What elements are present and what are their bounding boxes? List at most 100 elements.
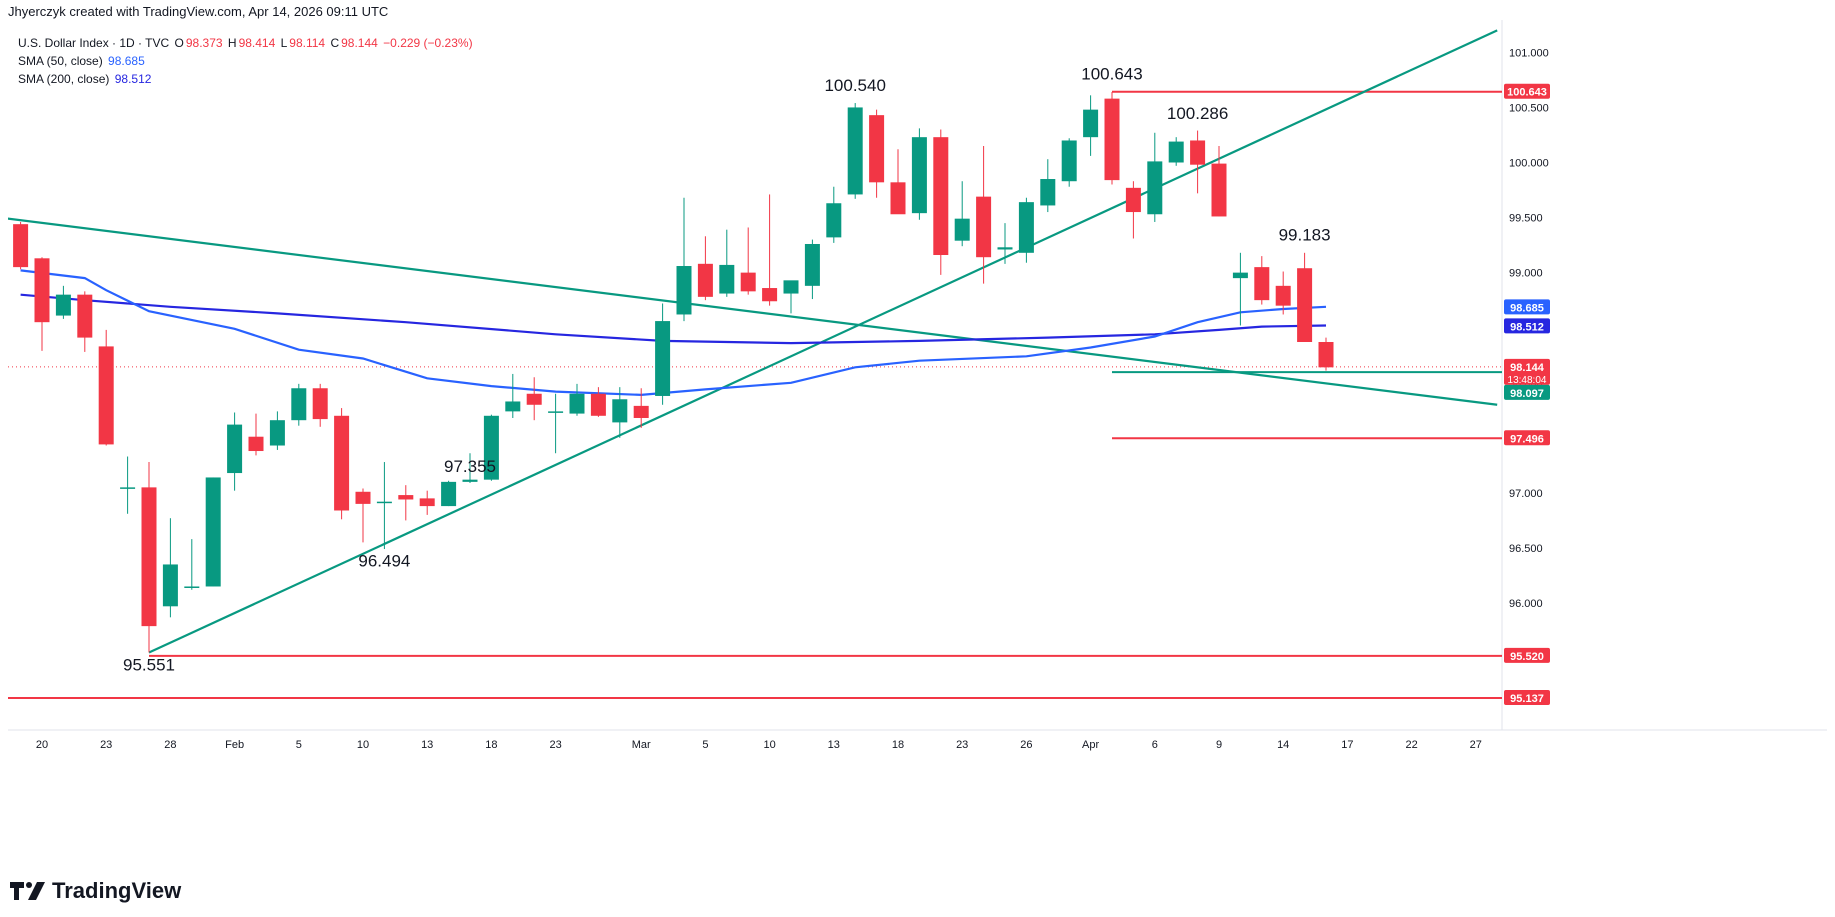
candle: [55, 285, 71, 319]
candle-body: [248, 436, 264, 452]
countdown-label-text: 13:48:04: [1508, 375, 1547, 386]
sma200-label: SMA (200, close): [18, 72, 110, 86]
candle: [98, 329, 114, 446]
tradingview-brand[interactable]: TradingView: [10, 878, 181, 904]
candle-body: [98, 346, 114, 445]
candle: [505, 373, 521, 418]
candle: [869, 109, 885, 198]
symbol-ohlc-row[interactable]: U.S. Dollar Index · 1D · TVC O 98.373 H 98…: [18, 34, 475, 52]
candle: [1147, 132, 1163, 222]
price-annotation: 100.643: [1081, 65, 1142, 84]
candle: [911, 128, 927, 220]
candle-body: [590, 393, 606, 416]
y-tick-label: 99.000: [1509, 268, 1543, 280]
candle: [1061, 138, 1077, 187]
candle: [697, 236, 713, 301]
candle-body: [719, 264, 735, 294]
sma50-value: 98.685: [108, 54, 145, 68]
candle-body: [162, 564, 178, 607]
price-axis-label: 100.643: [1504, 83, 1550, 99]
y-tick-label: 96.000: [1509, 598, 1543, 610]
candle-body: [312, 388, 328, 420]
chart-legend: U.S. Dollar Index · 1D · TVC O 98.373 H 98…: [18, 34, 475, 88]
x-tick-label: 6: [1152, 739, 1158, 751]
x-tick-label: 23: [956, 739, 968, 751]
sma50-legend-row[interactable]: SMA (50, close) 98.685: [18, 52, 475, 70]
candle-body: [1254, 267, 1270, 301]
x-tick-label: 14: [1277, 739, 1289, 751]
candle: [590, 387, 606, 417]
candle: [612, 387, 628, 438]
x-tick-label: 10: [357, 739, 369, 751]
candle-body: [1318, 342, 1334, 368]
candle-body: [804, 243, 820, 286]
y-tick-label: 99.500: [1509, 213, 1543, 225]
price-axis-label: 97.496: [1504, 430, 1550, 446]
price-annotation: 100.540: [824, 76, 885, 95]
candle-body: [120, 487, 136, 489]
x-tick-label: 5: [296, 739, 302, 751]
candle-body: [783, 280, 799, 294]
candle-body: [633, 405, 649, 418]
candle: [1254, 256, 1270, 305]
price-axis-label: 98.097: [1504, 384, 1550, 400]
price-axis-label-bg: [1504, 358, 1550, 385]
candle: [719, 229, 735, 297]
brand-name: TradingView: [52, 878, 182, 903]
candle-body: [997, 247, 1013, 250]
candle-body: [269, 420, 285, 446]
attribution-text: Jhyerczyk created with TradingView.com, …: [8, 4, 389, 19]
candle: [655, 303, 671, 405]
candle-body: [911, 137, 927, 214]
candle-body: [398, 495, 414, 500]
candle-body: [933, 137, 949, 256]
candle-body: [569, 393, 585, 414]
candle: [162, 518, 178, 618]
candle: [205, 477, 221, 587]
x-tick-label: 20: [36, 739, 48, 751]
price-axis-label: 98.512: [1504, 318, 1550, 334]
candle: [1104, 92, 1120, 185]
price-axis-label-bg: [1504, 83, 1550, 99]
candle: [804, 239, 820, 300]
price-axis-label: 95.520: [1504, 647, 1550, 663]
candle-body: [462, 479, 478, 482]
candle-body: [1125, 187, 1141, 213]
price-axis-label-text: 97.496: [1510, 433, 1544, 445]
candle-body: [976, 196, 992, 258]
candle-body: [227, 424, 243, 474]
candle: [1040, 159, 1056, 213]
candle-body: [1061, 140, 1077, 182]
price-axis-label-bg: [1504, 299, 1550, 315]
y-tick-label: 97.000: [1509, 488, 1543, 500]
symbol-label[interactable]: U.S. Dollar Index · 1D · TVC: [18, 36, 170, 50]
candle: [762, 194, 778, 306]
x-tick-label: 13: [421, 739, 433, 751]
price-axis-label-text: 98.144: [1510, 362, 1545, 374]
candle-body: [291, 388, 307, 421]
x-tick-label: Mar: [632, 739, 651, 751]
candle-body: [355, 491, 371, 504]
change-value: −0.229 (−0.23%): [383, 36, 473, 50]
price-axis-label-text: 98.685: [1510, 302, 1544, 314]
open-label: O: [174, 36, 184, 50]
candle: [997, 223, 1013, 264]
candle-body: [1104, 98, 1120, 181]
candle-body: [697, 263, 713, 297]
high-label: H: [227, 36, 237, 50]
candle: [462, 453, 478, 483]
candle-body: [1040, 179, 1056, 206]
sma200-legend-row[interactable]: SMA (200, close) 98.512: [18, 70, 475, 88]
x-tick-label: 5: [702, 739, 708, 751]
price-axis-label: 98.685: [1504, 299, 1550, 315]
candle-body: [483, 415, 499, 480]
candle: [398, 485, 414, 521]
x-tick-label: 28: [164, 739, 176, 751]
x-tick-label: 17: [1341, 739, 1353, 751]
candle: [1125, 181, 1141, 239]
price-axis-label-bg: [1504, 318, 1550, 334]
candle-body: [334, 415, 350, 511]
candle-body: [1083, 109, 1099, 138]
